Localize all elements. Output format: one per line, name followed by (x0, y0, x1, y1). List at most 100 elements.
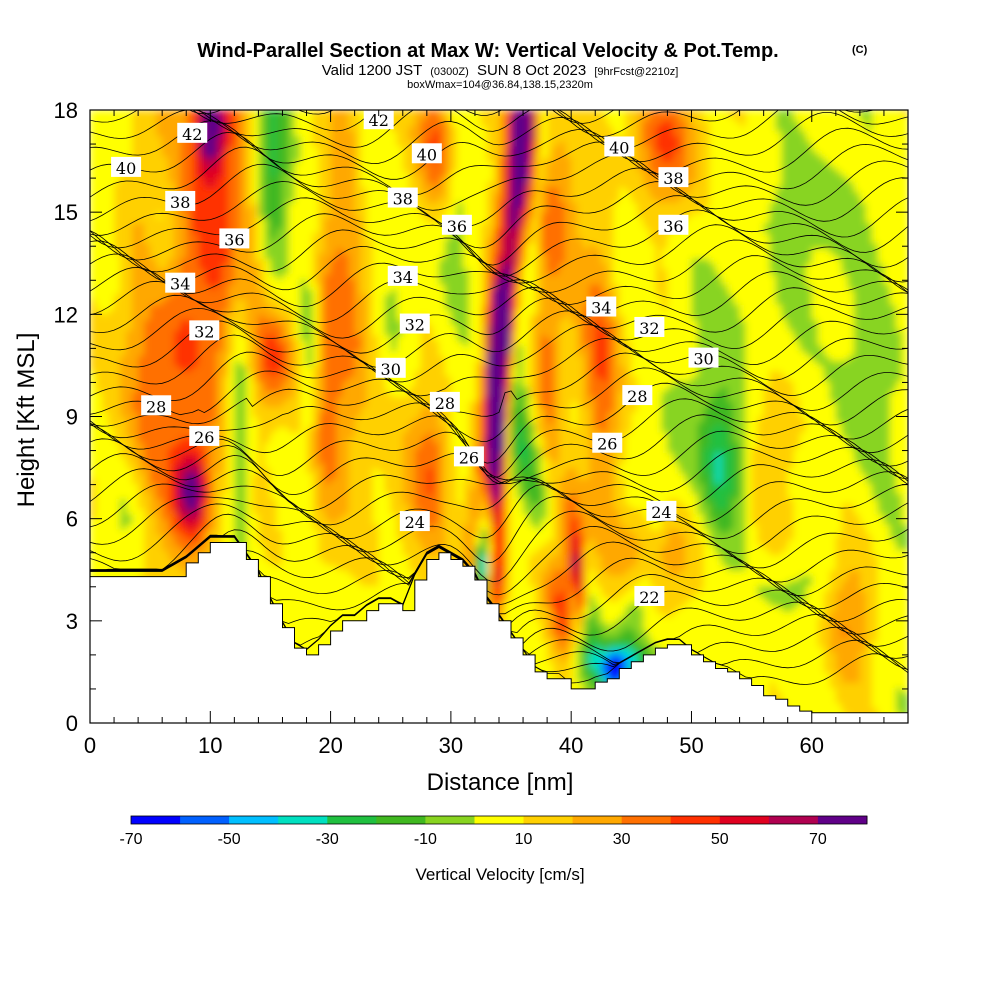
velocity-cell (138, 350, 145, 356)
velocity-cell (150, 207, 157, 213)
velocity-cell (138, 534, 145, 540)
velocity-cell (288, 350, 296, 356)
velocity-cell (318, 518, 326, 525)
velocity-cell (132, 196, 139, 203)
velocity-cell (204, 145, 212, 152)
velocity-cell (156, 299, 163, 305)
velocity-cell (150, 518, 157, 525)
velocity-cell (174, 518, 181, 525)
velocity-cell (276, 283, 284, 290)
velocity-cell (282, 120, 290, 127)
velocity-cell (288, 493, 296, 499)
velocity-cell (162, 477, 169, 484)
velocity-cell (204, 472, 212, 479)
velocity-cell (300, 467, 308, 474)
velocity-cell (108, 319, 115, 326)
velocity-cell (270, 590, 278, 597)
velocity-cell (168, 401, 175, 408)
velocity-cell (276, 574, 284, 581)
velocity-cell (150, 263, 157, 270)
velocity-cell (120, 110, 127, 116)
velocity-cell (138, 380, 145, 387)
velocity-cell (246, 488, 254, 494)
velocity-cell (312, 309, 320, 316)
velocity-cell (168, 391, 175, 397)
velocity-cell (96, 421, 103, 428)
velocity-cell (186, 110, 193, 116)
velocity-cell (336, 375, 344, 382)
velocity-cell (216, 508, 224, 515)
velocity-cell (246, 181, 254, 188)
velocity-cell (336, 411, 344, 418)
velocity-cell (294, 299, 302, 305)
velocity-cell (114, 232, 121, 239)
velocity-cell (282, 253, 290, 259)
velocity-cell (216, 115, 224, 121)
velocity-cell (186, 380, 193, 387)
velocity-cell (270, 115, 278, 121)
velocity-cell (114, 457, 121, 464)
velocity-cell (300, 237, 308, 244)
velocity-cell (126, 544, 133, 551)
velocity-cell (198, 518, 206, 525)
velocity-cell (288, 457, 296, 464)
velocity-cell (264, 247, 272, 254)
velocity-cell (180, 360, 187, 367)
velocity-cell (210, 278, 218, 285)
velocity-cell (174, 314, 181, 321)
velocity-cell (174, 375, 181, 382)
velocity-cell (252, 498, 260, 505)
velocity-cell (210, 196, 218, 203)
velocity-cell (336, 528, 344, 535)
velocity-cell (294, 150, 302, 157)
velocity-cell (276, 242, 284, 249)
velocity-cell (150, 319, 157, 326)
velocity-cell (288, 472, 296, 479)
velocity-cell (108, 493, 115, 499)
velocity-cell (210, 452, 218, 459)
velocity-cell (300, 207, 308, 213)
velocity-cell (102, 319, 109, 326)
velocity-cell (162, 452, 169, 459)
velocity-cell (132, 227, 139, 234)
velocity-cell (210, 482, 218, 489)
velocity-cell (126, 125, 133, 132)
velocity-cell (90, 273, 97, 280)
velocity-cell (102, 523, 109, 530)
velocity-cell (198, 171, 206, 178)
velocity-cell (222, 370, 230, 377)
velocity-cell (144, 217, 151, 224)
velocity-cell (252, 493, 260, 499)
velocity-cell (246, 396, 254, 402)
velocity-cell (150, 145, 157, 152)
velocity-cell (306, 452, 314, 459)
velocity-cell (240, 370, 248, 377)
velocity-cell (96, 447, 103, 453)
velocity-cell (90, 380, 97, 387)
velocity-cell (240, 523, 248, 530)
velocity-cell (318, 370, 326, 377)
velocity-cell (150, 171, 157, 178)
velocity-cell (120, 176, 127, 183)
velocity-cell (324, 360, 332, 367)
velocity-cell (318, 544, 326, 551)
velocity-cell (132, 411, 139, 418)
velocity-cell (300, 488, 308, 494)
velocity-cell (144, 569, 151, 576)
velocity-cell (198, 212, 206, 219)
velocity-cell (96, 135, 103, 142)
velocity-cell (246, 493, 254, 499)
velocity-cell (234, 365, 242, 372)
velocity-cell (198, 207, 206, 213)
velocity-cell (132, 237, 139, 244)
velocity-cell (210, 242, 218, 249)
velocity-cell (324, 498, 332, 505)
velocity-cell (156, 549, 163, 556)
velocity-cell (186, 472, 193, 479)
velocity-cell (228, 442, 236, 448)
velocity-cell (252, 186, 260, 193)
velocity-cell (252, 196, 260, 203)
velocity-cell (96, 283, 103, 290)
velocity-cell (192, 416, 200, 423)
velocity-cell (120, 396, 127, 402)
